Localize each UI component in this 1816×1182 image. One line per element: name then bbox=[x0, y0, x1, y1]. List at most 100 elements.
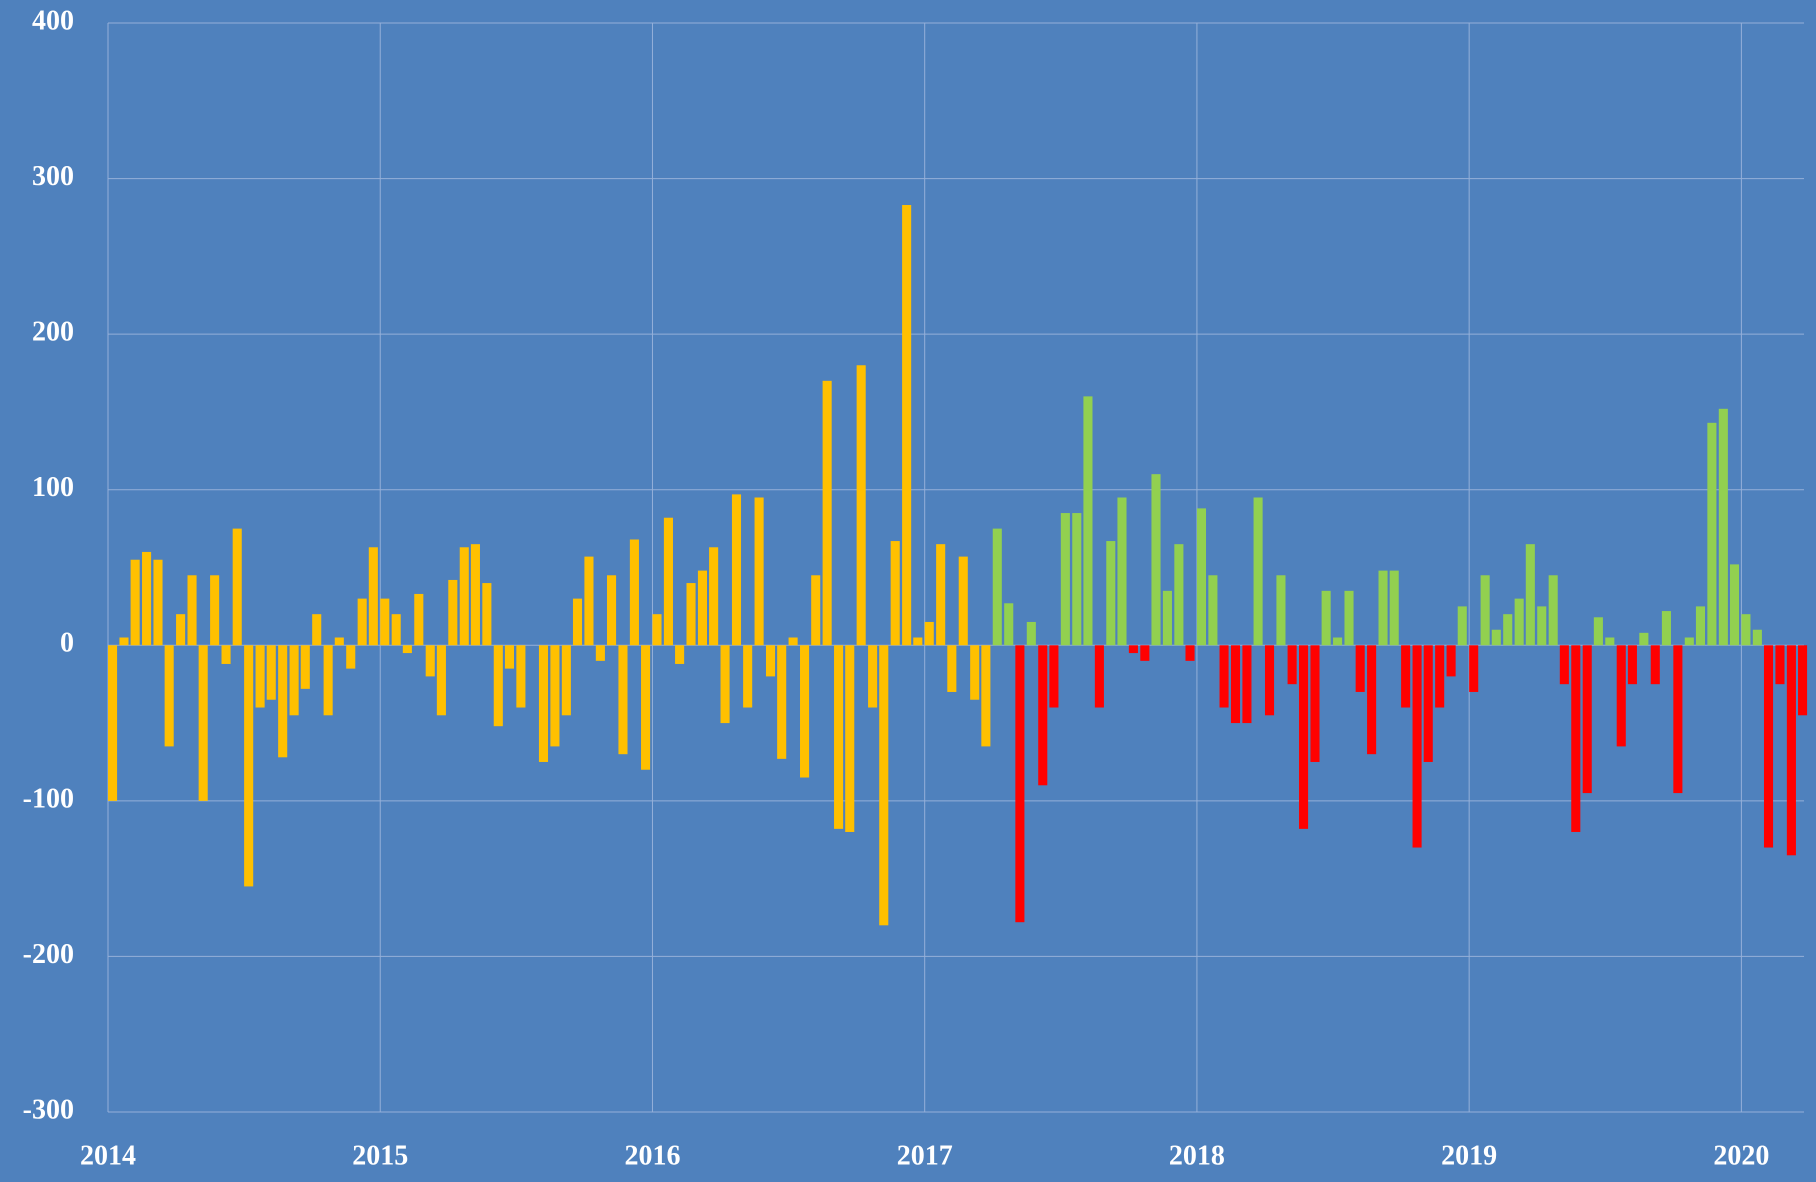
bar bbox=[368, 547, 378, 646]
bar bbox=[1491, 629, 1501, 646]
bar bbox=[108, 645, 118, 801]
bar bbox=[1253, 497, 1263, 646]
bar bbox=[1367, 645, 1377, 755]
bar bbox=[1287, 645, 1297, 685]
bar bbox=[845, 645, 855, 832]
bar bbox=[470, 544, 480, 646]
bar bbox=[1060, 513, 1070, 646]
bar bbox=[788, 637, 798, 646]
bar bbox=[777, 645, 787, 759]
bar bbox=[902, 205, 912, 646]
bar bbox=[834, 645, 844, 829]
bar bbox=[947, 645, 957, 692]
bar bbox=[584, 556, 594, 646]
bar bbox=[221, 645, 231, 664]
bar bbox=[970, 645, 980, 700]
bar bbox=[1128, 645, 1138, 654]
bar bbox=[346, 645, 356, 669]
bar bbox=[561, 645, 571, 716]
bar bbox=[572, 598, 583, 646]
bar bbox=[1140, 645, 1150, 661]
bar bbox=[1639, 632, 1649, 646]
bar bbox=[198, 645, 208, 801]
bar bbox=[1684, 637, 1694, 646]
y-tick-label: 200 bbox=[32, 317, 74, 348]
bar bbox=[334, 637, 344, 646]
bar bbox=[1242, 645, 1252, 724]
bar bbox=[1264, 645, 1275, 716]
bar bbox=[1605, 637, 1615, 646]
bar bbox=[1196, 508, 1207, 646]
bar bbox=[924, 621, 934, 646]
bar bbox=[550, 645, 560, 747]
bar bbox=[981, 645, 991, 747]
y-tick-label: -300 bbox=[23, 1094, 74, 1125]
y-tick-label: 400 bbox=[32, 5, 74, 36]
bar bbox=[1355, 645, 1365, 692]
bar bbox=[1310, 645, 1320, 762]
bar bbox=[1004, 603, 1014, 646]
bar bbox=[822, 380, 832, 646]
bar bbox=[1185, 645, 1195, 661]
x-tick-label: 2018 bbox=[1169, 1140, 1225, 1171]
bar bbox=[1219, 645, 1229, 708]
bar bbox=[754, 497, 764, 646]
bar bbox=[1741, 614, 1751, 646]
y-tick-label: 100 bbox=[32, 472, 74, 503]
bar bbox=[1469, 645, 1479, 692]
bar bbox=[1559, 645, 1569, 685]
bar bbox=[663, 517, 673, 646]
x-tick-label: 2017 bbox=[897, 1140, 953, 1171]
bar bbox=[1514, 598, 1524, 646]
bar bbox=[504, 645, 514, 669]
bar bbox=[1038, 645, 1048, 786]
bar bbox=[1707, 422, 1717, 646]
bar bbox=[164, 645, 174, 747]
bar bbox=[743, 645, 753, 708]
y-tick-label: 300 bbox=[32, 161, 74, 192]
bar bbox=[323, 645, 333, 716]
bar bbox=[913, 637, 923, 646]
bar bbox=[958, 556, 968, 646]
bar bbox=[1026, 621, 1036, 646]
bar bbox=[516, 645, 526, 708]
x-tick-label: 2019 bbox=[1441, 1140, 1497, 1171]
bar bbox=[1072, 513, 1082, 646]
bar bbox=[1798, 645, 1808, 716]
x-tick-label: 2016 bbox=[624, 1140, 680, 1171]
bar bbox=[1162, 590, 1172, 646]
bar bbox=[1661, 611, 1671, 646]
bar bbox=[255, 645, 265, 708]
bar bbox=[1525, 544, 1535, 646]
bar bbox=[992, 528, 1002, 646]
bar bbox=[436, 645, 446, 716]
bar bbox=[868, 645, 878, 708]
bar bbox=[1412, 645, 1422, 848]
bar bbox=[1423, 645, 1433, 762]
bar bbox=[1230, 645, 1241, 724]
bar bbox=[890, 541, 900, 646]
y-tick-label: -200 bbox=[23, 939, 74, 970]
bar bbox=[119, 637, 129, 646]
bar bbox=[380, 598, 390, 646]
bar bbox=[1616, 645, 1626, 747]
x-tick-label: 2014 bbox=[80, 1140, 136, 1171]
bar bbox=[538, 645, 549, 762]
bar bbox=[1435, 645, 1445, 708]
y-tick-label: 0 bbox=[60, 628, 74, 659]
bar bbox=[686, 583, 696, 646]
bar bbox=[765, 645, 776, 677]
bar bbox=[709, 547, 719, 646]
bar bbox=[1503, 614, 1513, 646]
bar bbox=[1174, 544, 1184, 646]
bar bbox=[1593, 617, 1603, 646]
bar bbox=[1321, 590, 1331, 646]
x-tick-label: 2020 bbox=[1713, 1140, 1769, 1171]
bar bbox=[595, 645, 605, 661]
bar bbox=[800, 645, 810, 778]
bar bbox=[391, 614, 401, 646]
y-tick-label: -100 bbox=[23, 783, 74, 814]
bar bbox=[697, 570, 708, 646]
bar bbox=[720, 645, 730, 724]
bar bbox=[731, 494, 742, 646]
